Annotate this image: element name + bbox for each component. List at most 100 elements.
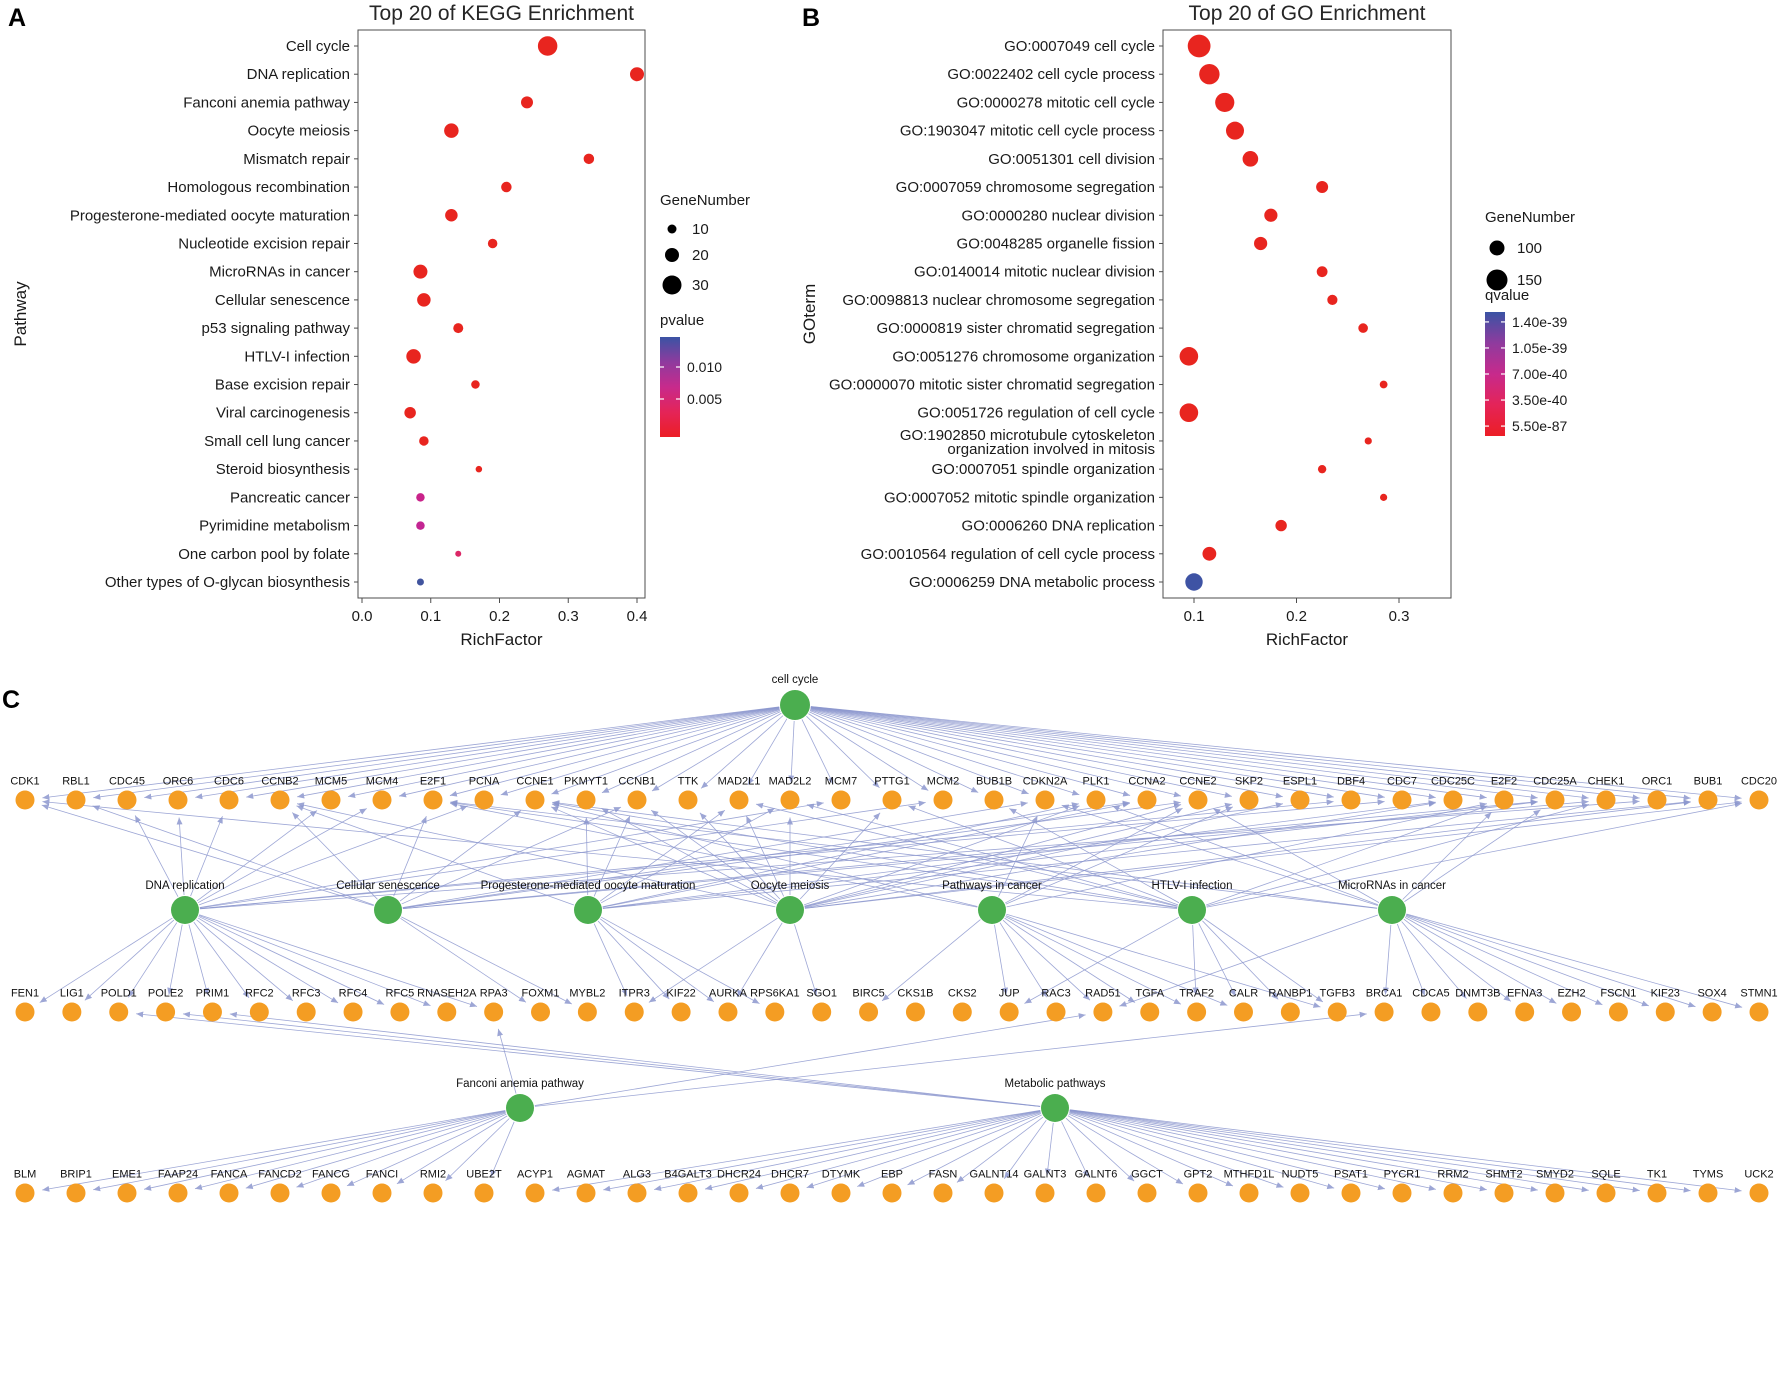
- color-legend-value: 0.005: [687, 391, 722, 407]
- gene-label: ORC6: [163, 776, 194, 788]
- gene-node: [109, 1002, 129, 1022]
- gene-node: [1374, 1002, 1394, 1022]
- network-edge: [399, 810, 522, 902]
- size-legend-dot: [665, 248, 679, 262]
- gene-label: RFC3: [292, 988, 321, 1000]
- size-legend-dot: [667, 224, 677, 234]
- category-label: GO:0051276 chromosome organization: [892, 348, 1155, 365]
- color-legend-title: pvalue: [660, 312, 704, 329]
- gene-label: DHCR7: [771, 1169, 809, 1181]
- gene-label: BRCA1: [1366, 988, 1403, 1000]
- network-edge: [1112, 805, 1379, 906]
- kegg-point: [455, 550, 462, 557]
- gene-node: [1187, 1002, 1207, 1022]
- color-legend-value: 5.50e-87: [1512, 418, 1567, 434]
- pathway-node: [780, 690, 810, 720]
- color-legend-value: 7.00e-40: [1512, 366, 1567, 382]
- gene-label: E2F1: [420, 776, 446, 788]
- gene-node: [671, 1002, 691, 1022]
- kegg-point: [445, 209, 458, 222]
- network-edge: [194, 1111, 506, 1191]
- gene-label: BRIP1: [60, 1169, 92, 1181]
- gene-label: RAD51: [1085, 988, 1120, 1000]
- gene-node: [999, 1002, 1019, 1022]
- category-label: GO:1902850 microtubule cytoskeleton: [900, 427, 1155, 444]
- color-legend-value: 1.05e-39: [1512, 340, 1567, 356]
- gene-label: CDC7: [1387, 776, 1417, 788]
- category-label: GO:0000819 sister chromatid segregation: [877, 320, 1156, 337]
- network-edge: [600, 916, 760, 1004]
- gene-label: TYMS: [1693, 1169, 1724, 1181]
- network-edge: [136, 1011, 1041, 1107]
- gene-label: RNASEH2A: [417, 988, 477, 1000]
- kegg-point: [583, 153, 595, 165]
- network-edge: [1069, 1111, 1386, 1191]
- network-edge: [1198, 923, 1236, 997]
- category-label: Other types of O-glycan biosynthesis: [105, 574, 350, 591]
- network-edge: [134, 815, 179, 897]
- go-point: [1179, 403, 1199, 423]
- network-edge: [402, 799, 1589, 910]
- gene-label: PTTG1: [874, 776, 909, 788]
- color-legend-title: qvalue: [1485, 287, 1529, 304]
- gene-node: [15, 790, 35, 810]
- network-edge: [190, 816, 223, 897]
- go-point: [1358, 323, 1368, 333]
- gene-label: TTK: [678, 776, 699, 788]
- gene-node: [1086, 1183, 1106, 1203]
- gene-label: TRAF2: [1179, 988, 1214, 1000]
- network-edge: [1206, 803, 1590, 907]
- gene-node: [1137, 790, 1157, 810]
- gene-node: [1647, 1183, 1667, 1203]
- network-edge: [229, 1011, 1041, 1107]
- gene-node: [390, 1002, 410, 1022]
- category-label: DNA replication: [247, 66, 350, 83]
- network-edge: [198, 916, 385, 1005]
- gene-node: [905, 1002, 925, 1022]
- network-edge: [857, 1113, 1042, 1187]
- network-edge: [806, 803, 1178, 907]
- gene-label: MCM4: [366, 776, 398, 788]
- network-edge: [1069, 1109, 1589, 1193]
- gene-label: POLD1: [101, 988, 137, 1000]
- network-edge: [1404, 809, 1541, 902]
- network-edge: [1396, 923, 1426, 996]
- pathway-label: DNA replication: [145, 880, 224, 892]
- category-label: GO:0006259 DNA metabolic process: [909, 574, 1155, 591]
- kegg-point: [453, 323, 464, 334]
- gene-node: [859, 1002, 879, 1022]
- network-edge: [1005, 915, 1228, 1006]
- gene-label: SQLE: [1591, 1169, 1620, 1181]
- gene-node: [219, 1183, 239, 1203]
- gene-label: CDC45: [109, 776, 145, 788]
- gene-label: CCNB2: [261, 776, 298, 788]
- gene-node: [624, 1002, 644, 1022]
- category-label: Base excision repair: [215, 377, 350, 394]
- gene-label: RFC2: [245, 988, 274, 1000]
- go-point: [1202, 546, 1217, 561]
- network-edge: [810, 707, 1232, 798]
- go-plot-border: [1162, 29, 1452, 599]
- gene-node: [1392, 790, 1412, 810]
- network-edge: [808, 713, 929, 791]
- category-label: GO:0022402 cell cycle process: [947, 66, 1155, 83]
- category-label: Nucleotide excision repair: [178, 235, 350, 252]
- gene-node: [321, 1183, 341, 1203]
- gene-node: [1647, 790, 1667, 810]
- gene-node: [1655, 1002, 1675, 1022]
- network-edge: [1061, 1121, 1089, 1178]
- kegg-point: [487, 238, 498, 249]
- gene-node: [1093, 1002, 1113, 1022]
- gene-node: [1341, 1183, 1361, 1203]
- category-label: Progesterone-mediated oocyte maturation: [70, 207, 350, 224]
- network-edge: [93, 706, 780, 800]
- gene-label: MCM5: [315, 776, 347, 788]
- gene-label: FANCG: [312, 1169, 350, 1181]
- gene-node: [1140, 1002, 1160, 1022]
- gene-node: [1290, 790, 1310, 810]
- gene-label: CCNB1: [618, 776, 655, 788]
- go-point: [1226, 121, 1244, 140]
- gene-node: [1702, 1002, 1722, 1022]
- gene-node: [576, 790, 596, 810]
- gene-node: [765, 1002, 785, 1022]
